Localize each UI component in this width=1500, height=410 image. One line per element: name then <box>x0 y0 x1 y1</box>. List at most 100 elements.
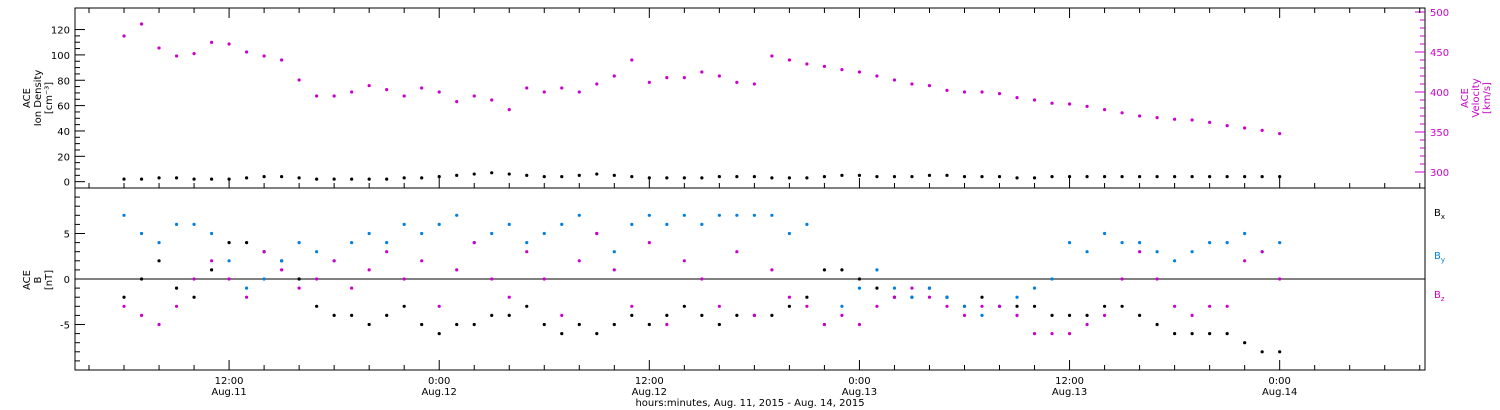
xtick-date-label: Aug.13 <box>842 387 877 398</box>
xtick-time-label: 0:00 <box>1268 376 1290 387</box>
bx-point <box>1085 313 1089 317</box>
by-point <box>542 231 546 236</box>
bz-point <box>770 268 774 272</box>
xtick-date-label: Aug.12 <box>421 387 456 398</box>
by-point <box>227 259 231 263</box>
xtick-time-label: 0:00 <box>848 376 870 387</box>
density-point <box>437 174 441 179</box>
density-point <box>770 176 774 180</box>
by-point <box>945 295 949 299</box>
density-ytick-label: 120 <box>51 26 70 37</box>
density-point <box>875 174 879 179</box>
legend-bx: Bx <box>1434 208 1445 221</box>
by-point <box>647 213 651 217</box>
by-point <box>402 222 406 226</box>
density-point <box>455 173 459 177</box>
bz-point <box>997 304 1002 308</box>
bz-point <box>525 250 529 254</box>
bx-point <box>157 259 161 263</box>
bx-point <box>1050 313 1054 317</box>
b-ytick-label: 5 <box>64 230 70 241</box>
velocity-point <box>542 90 546 94</box>
bx-point <box>875 286 879 290</box>
bz-point <box>857 322 862 327</box>
xtick-date-label: Aug.14 <box>1262 387 1297 398</box>
by-point <box>350 241 354 245</box>
velocity-point <box>350 90 354 94</box>
bz-point <box>1120 277 1124 281</box>
bx-point <box>1120 304 1124 308</box>
by-point <box>770 213 774 217</box>
by-point <box>560 222 564 226</box>
velocity-point <box>1243 126 1247 130</box>
x-axis-label: hours:minutes, Aug. 11, 2015 - Aug. 14, … <box>635 398 864 409</box>
velocity-point <box>455 100 459 104</box>
velocity-point <box>402 94 406 98</box>
density-point <box>280 174 284 179</box>
bz-point <box>875 304 879 308</box>
by-point <box>910 295 914 299</box>
velocity-point <box>770 54 774 58</box>
bz-point <box>1137 250 1142 254</box>
by-point <box>682 213 686 217</box>
density-point <box>752 174 756 179</box>
velocity-point <box>717 74 721 78</box>
density-point <box>630 174 634 179</box>
density-point <box>1173 174 1177 179</box>
bz-point <box>350 286 354 290</box>
xtick-time-label: 12:00 <box>635 376 664 387</box>
bx-point <box>122 295 126 299</box>
density-point <box>665 176 669 180</box>
velocity-point <box>630 58 634 62</box>
by-point <box>1120 241 1124 245</box>
bx-point <box>472 322 476 327</box>
density-point <box>700 176 704 180</box>
bx-point <box>192 295 196 299</box>
by-point <box>962 304 967 308</box>
bx-point <box>857 277 862 281</box>
bx-point <box>805 295 809 299</box>
velocity-point <box>927 84 932 88</box>
bz-point <box>630 304 634 308</box>
velocity-point <box>525 86 529 90</box>
velocity-point <box>700 70 704 74</box>
by-point <box>892 286 897 290</box>
velocity-point <box>612 74 616 78</box>
by-point <box>437 222 441 226</box>
density-point <box>192 177 196 181</box>
velocity-point <box>280 58 284 62</box>
bz-point <box>507 295 511 299</box>
bz-point <box>892 295 897 299</box>
bx-point <box>682 304 686 308</box>
velocity-point <box>122 34 126 38</box>
density-point <box>385 177 389 181</box>
density-point <box>402 176 406 180</box>
bx-point <box>297 277 301 281</box>
bx-point <box>787 304 791 308</box>
density-ytick-label: 60 <box>57 102 70 113</box>
bz-point <box>1190 313 1194 317</box>
density-ytick-label: 0 <box>64 178 70 189</box>
density-point <box>1085 174 1089 179</box>
bz-point <box>560 313 564 317</box>
density-point <box>980 174 984 179</box>
by-point <box>174 222 179 226</box>
bz-point <box>805 304 809 308</box>
bz-point <box>1260 250 1264 254</box>
density-point <box>332 177 336 181</box>
by-point <box>700 222 704 226</box>
bx-point <box>560 332 564 336</box>
density-point <box>857 173 862 177</box>
by-point <box>1085 250 1089 254</box>
bx-point <box>665 313 669 317</box>
velocity-point <box>980 90 984 94</box>
by-point <box>1225 241 1229 245</box>
velocity-point <box>1225 124 1229 128</box>
density-point <box>945 173 949 177</box>
velocity-point <box>209 40 214 45</box>
bx-point <box>139 277 144 281</box>
velocity-point <box>297 78 301 82</box>
by-point <box>612 250 616 254</box>
velocity-point <box>647 80 651 84</box>
bz-point <box>717 304 721 308</box>
